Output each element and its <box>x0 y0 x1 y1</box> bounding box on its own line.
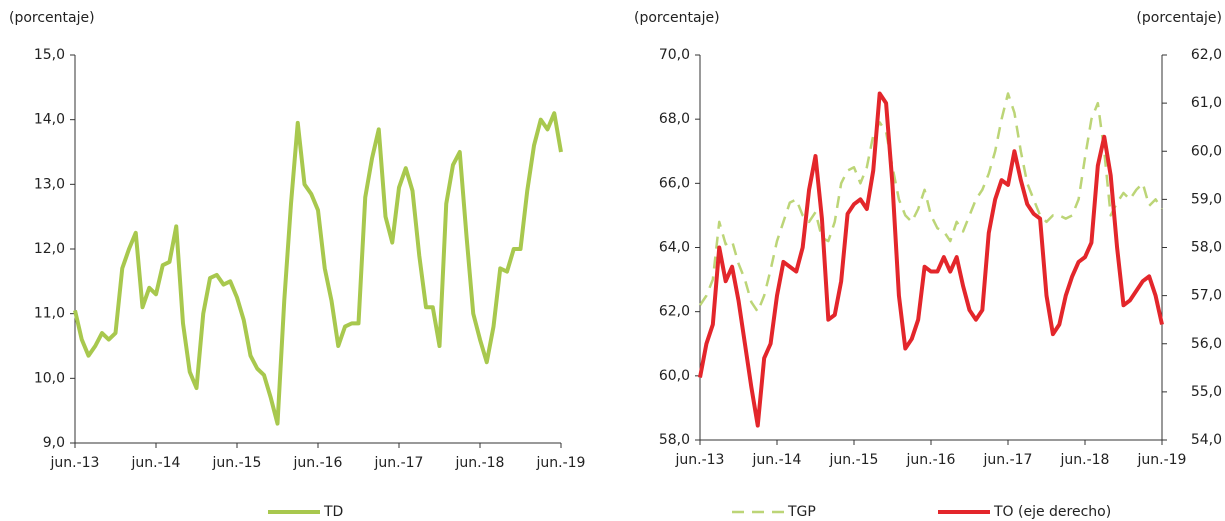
y2-axis-label: (porcentaje) <box>1136 10 1222 26</box>
y-tick-label: 62,0 <box>659 304 690 320</box>
x-tick-label: jun.-18 <box>1060 452 1110 468</box>
y-tick-label: 14,0 <box>34 112 65 128</box>
series-line <box>698 92 1164 313</box>
x-tick-label: jun.-16 <box>906 452 956 468</box>
x-tick-label: jun.-17 <box>983 452 1033 468</box>
y-tick-label: 10,0 <box>34 370 65 386</box>
y-tick-label: 11,0 <box>34 306 65 322</box>
x-tick-label: jun.-14 <box>752 452 802 468</box>
y-tick-label: 12,0 <box>34 241 65 257</box>
y2-tick-label: 56,0 <box>1191 336 1222 352</box>
y2-tick-label: 61,0 <box>1191 95 1222 111</box>
y-axis-label: (porcentaje) <box>9 10 95 26</box>
y-axis-label: (porcentaje) <box>634 10 720 26</box>
x-tick-label: jun.-13 <box>50 455 100 471</box>
y-tick-label: 9,0 <box>43 435 65 451</box>
y2-tick-label: 57,0 <box>1191 288 1222 304</box>
x-tick-label: jun.-18 <box>455 455 505 471</box>
x-tick-label: jun.-15 <box>212 455 262 471</box>
series-line <box>698 91 1164 428</box>
x-tick-label: jun.-19 <box>536 455 586 471</box>
y2-tick-label: 60,0 <box>1191 143 1222 159</box>
y-tick-label: 68,0 <box>659 111 690 127</box>
y-tick-label: 13,0 <box>34 176 65 192</box>
y2-tick-label: 62,0 <box>1191 47 1222 63</box>
y-tick-label: 58,0 <box>659 432 690 448</box>
y2-tick-label: 54,0 <box>1191 432 1222 448</box>
y-tick-label: 64,0 <box>659 240 690 256</box>
x-tick-label: jun.-15 <box>829 452 879 468</box>
x-tick-label: jun.-13 <box>675 452 725 468</box>
series-line <box>73 111 563 426</box>
x-tick-label: jun.-16 <box>293 455 343 471</box>
legend-label: TO (eje derecho) <box>993 504 1111 520</box>
y2-tick-label: 58,0 <box>1191 240 1222 256</box>
y-tick-label: 66,0 <box>659 175 690 191</box>
y-tick-label: 60,0 <box>659 368 690 384</box>
legend-label: TGP <box>787 504 816 520</box>
y2-tick-label: 55,0 <box>1191 384 1222 400</box>
y2-tick-label: 59,0 <box>1191 191 1222 207</box>
x-tick-label: jun.-14 <box>131 455 181 471</box>
x-tick-label: jun.-19 <box>1137 452 1187 468</box>
y-tick-label: 15,0 <box>34 47 65 63</box>
y-tick-label: 70,0 <box>659 47 690 63</box>
x-tick-label: jun.-17 <box>374 455 424 471</box>
legend-label: TD <box>323 504 343 520</box>
